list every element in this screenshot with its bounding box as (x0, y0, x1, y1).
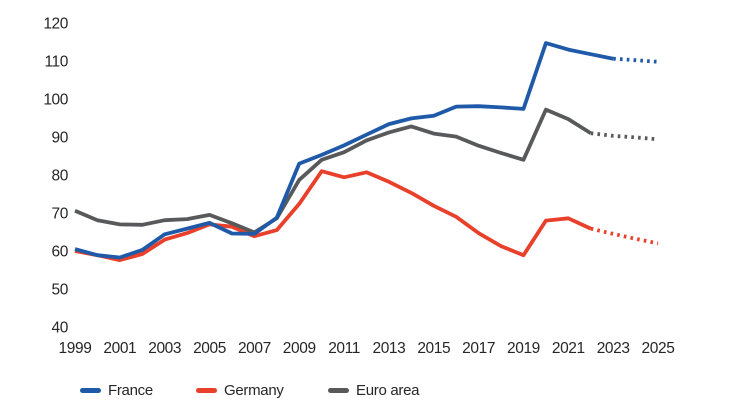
legend-label-germany: Germany (224, 381, 284, 399)
legend-item-germany: Germany (196, 380, 284, 400)
y-axis-tick-label: 120 (43, 16, 68, 33)
legend-item-france: France (80, 380, 153, 400)
france-line-swatch (80, 387, 101, 393)
legend-item-euro-area: Euro area (328, 380, 419, 400)
y-axis-tick-label: 90 (52, 130, 69, 147)
y-axis-tick-label: 60 (52, 244, 69, 261)
y-axis-tick-label: 80 (52, 168, 69, 185)
x-axis-tick-label: 2019 (507, 340, 540, 357)
y-axis-tick-label: 50 (52, 282, 69, 299)
x-axis-tick-label: 2001 (103, 340, 136, 357)
x-axis-tick-label: 2011 (328, 340, 360, 357)
x-axis-tick-label: 2013 (372, 340, 405, 357)
germany-line-projection (590, 226, 659, 246)
y-axis-tick-label: 100 (43, 92, 68, 109)
france-line-projection (613, 56, 659, 64)
x-axis-tick-label: 2009 (283, 340, 316, 357)
germany-line-solid (74, 169, 592, 263)
y-axis-tick-label: 40 (52, 320, 69, 337)
y-axis-tick-label: 70 (52, 206, 69, 223)
x-axis-tick-label: 2015 (417, 340, 450, 357)
y-axis-tick-label: 110 (44, 54, 68, 71)
x-axis-tick-label: 2025 (642, 340, 675, 357)
x-axis-tick-label: 1999 (59, 340, 92, 357)
x-axis-tick-label: 2003 (148, 340, 181, 357)
legend-label-france: France (108, 381, 153, 399)
x-axis-tick-label: 2021 (552, 340, 585, 357)
chart-legend: France Germany Euro area (0, 380, 730, 402)
germany-line-swatch (196, 387, 217, 393)
france-line-solid (74, 41, 614, 260)
x-axis-tick-label: 2007 (238, 340, 271, 357)
x-axis-tick-label: 2005 (193, 340, 226, 357)
x-axis-tick-label: 2017 (462, 340, 495, 357)
euro-area-line-swatch (328, 387, 349, 393)
legend-label-euro-area: Euro area (356, 381, 420, 399)
x-axis-tick-label: 2023 (597, 340, 630, 357)
euro-area-line-solid (74, 107, 592, 235)
euro-area-line-projection (590, 131, 659, 142)
